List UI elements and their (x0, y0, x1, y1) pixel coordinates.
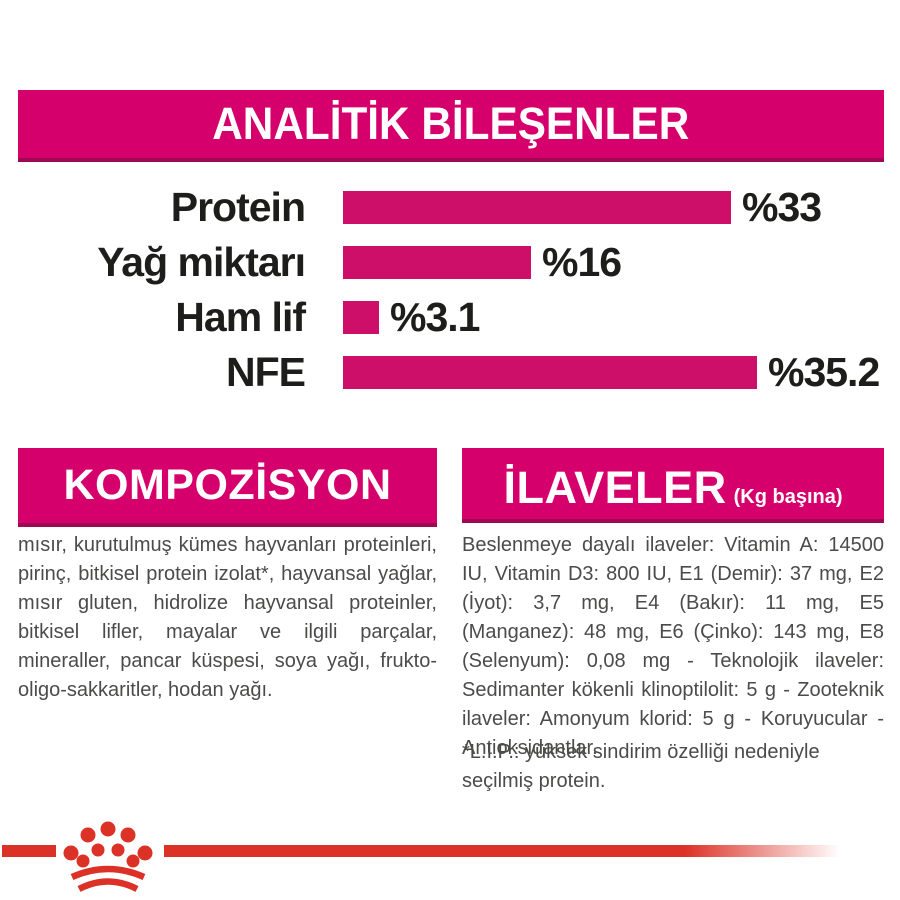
chart-value-label: %3.1 (390, 294, 480, 340)
footer-rule-left (2, 845, 56, 857)
chart-row: NFE %35.2 (0, 345, 900, 400)
chart-bar (343, 246, 531, 279)
composition-title: KOMPOZİSYON (63, 461, 392, 509)
chart-bar (343, 191, 731, 224)
composition-header: KOMPOZİSYON (18, 448, 437, 527)
chart-value-label: %33 (742, 184, 822, 230)
additives-subtitle: (Kg başına) (733, 486, 843, 508)
chart-row: Ham lif %3.1 (0, 290, 900, 345)
chart-category-label: Ham lif (175, 294, 306, 340)
additives-header: İLAVELER (Kg başına) (462, 448, 884, 523)
footer-rule-right (164, 845, 840, 857)
royal-canin-crown-icon (63, 821, 153, 892)
analytic-components-bar-chart: Protein %33 Yağ miktarı %16 Ham lif %3.1 NFE %3… (0, 180, 900, 400)
additives-text: Beslenmeye dayalı ilaveler: Vitamin A: 1… (462, 534, 884, 759)
chart-row: Yağ miktarı %16 (0, 235, 900, 290)
chart-bar (343, 301, 379, 334)
chart-category-label: Protein (170, 184, 306, 230)
chart-category-label: Yağ miktarı (97, 239, 306, 285)
analytic-components-banner: ANALİTİK BİLEŞENLER (18, 90, 884, 162)
additives-title: İLAVELER (503, 462, 727, 513)
composition-text: mısır, kurutulmuş kümes hayvanları prote… (18, 534, 437, 701)
analytic-components-title: ANALİTİK BİLEŞENLER (212, 98, 690, 149)
chart-category-label: NFE (226, 349, 306, 395)
chart-bar (343, 356, 757, 389)
lip-footnote: *L.I.P.: yüksek sindirim özelliği nedeni… (462, 741, 820, 792)
chart-value-label: %35.2 (768, 349, 880, 395)
chart-value-label: %16 (542, 239, 622, 285)
chart-row: Protein %33 (0, 180, 900, 235)
